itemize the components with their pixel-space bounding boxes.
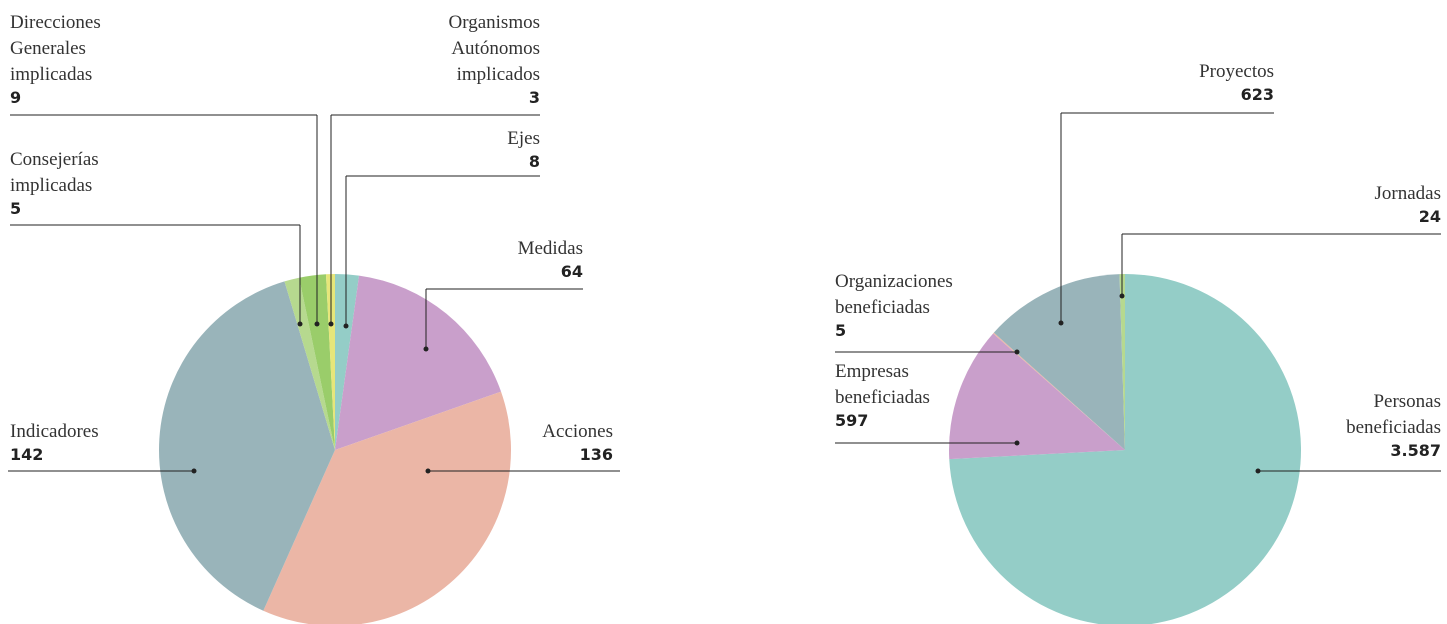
value-label: 8 xyxy=(528,152,540,171)
pie-slice xyxy=(299,274,335,450)
value-label: 597 xyxy=(835,411,869,430)
pie-slice xyxy=(993,332,1125,450)
slice-label: Indicadores 142 xyxy=(10,419,99,465)
value-label: 64 xyxy=(560,262,583,281)
leader-dot xyxy=(423,346,429,352)
category-label: Proyectos xyxy=(1199,61,1274,82)
value-label: 9 xyxy=(10,88,22,107)
leader-dot xyxy=(1058,320,1064,326)
slice-label: Medidas 64 xyxy=(518,236,583,282)
value-label: 5 xyxy=(835,321,847,340)
slice-label: Acciones 136 xyxy=(542,419,613,465)
value-label: 623 xyxy=(1240,85,1274,104)
category-label: Direcciones Generales implicadas xyxy=(10,12,101,85)
category-label: Personas beneficiadas xyxy=(1346,391,1442,438)
leader-dot xyxy=(297,321,303,327)
category-label: Acciones xyxy=(542,421,613,442)
leader-dot xyxy=(328,321,334,327)
pie-slice xyxy=(284,277,335,450)
pie-slice xyxy=(263,391,511,624)
slice-label: Organismos Autónomos implicados 3 xyxy=(449,10,540,108)
slice-label: Organizaciones beneficiadas 5 xyxy=(835,269,953,341)
value-label: 5 xyxy=(10,199,22,218)
leader-dot xyxy=(1255,468,1261,474)
category-label: Indicadores xyxy=(10,421,99,442)
slice-label: Jornadas 24 xyxy=(1375,181,1441,227)
pie-slice xyxy=(1119,274,1125,450)
leader-dot xyxy=(191,468,197,474)
slice-label: Proyectos 623 xyxy=(1199,59,1274,105)
category-label: Empresas beneficiadas xyxy=(835,361,930,408)
leader-dot xyxy=(1014,440,1020,446)
value-label: 24 xyxy=(1418,207,1441,226)
pie-slice xyxy=(949,333,1125,460)
pie-slice xyxy=(325,274,335,450)
pie-slice xyxy=(335,274,360,450)
leader-dot xyxy=(1119,293,1125,299)
pie-slice xyxy=(335,275,502,450)
category-label: Organizaciones beneficiadas xyxy=(835,271,953,318)
pie-slice xyxy=(949,274,1301,624)
slice-label: Consejerías implicadas 5 xyxy=(10,147,99,219)
value-label: 3 xyxy=(528,88,540,107)
slice-label: Empresas beneficiadas 597 xyxy=(835,359,930,431)
pie-slice xyxy=(159,281,335,611)
slice-label: Direcciones Generales implicadas 9 xyxy=(10,10,101,108)
leader-dot xyxy=(343,323,349,329)
leader-dot xyxy=(314,321,320,327)
category-label: Jornadas xyxy=(1374,183,1441,204)
value-label: 3.587 xyxy=(1390,441,1441,460)
pie-slice xyxy=(993,274,1125,450)
slice-label: Ejes 8 xyxy=(507,126,540,172)
category-label: Medidas xyxy=(517,238,583,259)
category-label: Consejerías implicadas xyxy=(10,149,99,196)
value-label: 136 xyxy=(579,445,613,464)
leader-dot xyxy=(425,468,431,474)
value-label: 142 xyxy=(10,445,44,464)
leader-dot xyxy=(1014,349,1020,355)
category-label: Ejes xyxy=(507,128,540,149)
category-label: Organismos Autónomos implicados xyxy=(448,12,540,85)
slice-label: Personas beneficiadas 3.587 xyxy=(1346,389,1441,461)
